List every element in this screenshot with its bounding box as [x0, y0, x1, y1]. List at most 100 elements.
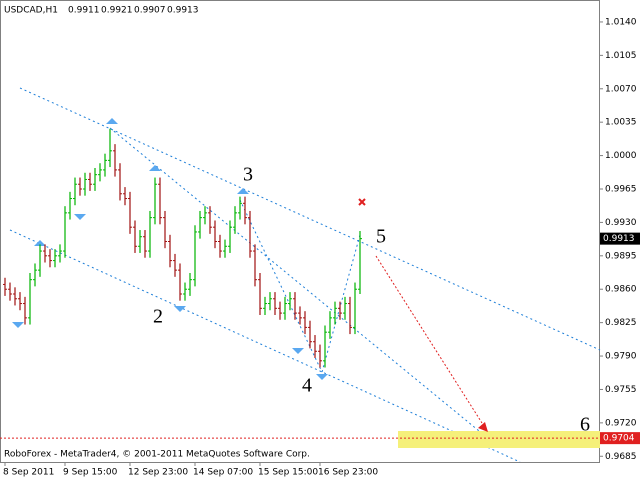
ohlc-bar: [208, 206, 212, 234]
fractal-down: [74, 214, 86, 220]
ohlc-bar: [213, 220, 217, 249]
ohlc-bar: [108, 128, 112, 168]
ohlc-bar: [113, 144, 117, 177]
ohlc-bar: [58, 244, 62, 263]
ohlc-bar: [93, 168, 97, 191]
ohlc-bar: [293, 292, 297, 320]
y-tick-label: 0.9895: [605, 251, 637, 261]
ohlc-bar: [233, 206, 237, 234]
symbol: USDCAD,H1: [4, 6, 58, 16]
x-tick-label: 8 Sep 2011: [3, 468, 54, 478]
ohlc-bar: [3, 277, 7, 296]
y-tick-label: 0.9755: [605, 385, 637, 395]
ohlc-bar: [88, 172, 92, 191]
ohlc-bar: [8, 282, 12, 301]
ohlc-bar: [103, 153, 107, 177]
target-zone: [398, 431, 600, 448]
ohlc-bar: [48, 249, 52, 268]
cross-mark: [358, 198, 366, 206]
wave-label: 4: [302, 375, 312, 397]
wave-line: [239, 199, 323, 373]
ohlc-bar: [258, 273, 262, 315]
ohlc-bar: [133, 220, 137, 253]
ohlc-bar: [68, 191, 72, 220]
fractal-up: [237, 188, 249, 194]
current-price-box: [600, 232, 640, 245]
ohlc-bar: [63, 206, 67, 258]
ohlc-bar: [348, 296, 352, 335]
ohlc-bar: [318, 344, 322, 368]
fractal-down: [12, 322, 24, 328]
ohlc-bar: [163, 210, 167, 249]
ohlc-bar: [323, 325, 327, 368]
x-tick-label: 15 Sep 15:00: [258, 468, 318, 478]
y-tick-label: 0.9965: [605, 185, 637, 195]
cross-stroke: [358, 198, 366, 206]
ohlc-bar: [18, 292, 22, 311]
ohlc-bar: [183, 282, 187, 301]
ohlc-bar: [188, 273, 192, 296]
ohlc-bar: [198, 210, 202, 239]
ohlc-bar: [168, 234, 172, 268]
ohlc-bar: [263, 296, 267, 315]
target-price-box: [600, 432, 640, 445]
fractal-down: [292, 348, 304, 354]
ohlc-bar: [248, 210, 252, 258]
ohlc-bar: [223, 239, 227, 258]
wave-line: [109, 127, 491, 441]
y-tick-label: 1.0000: [605, 151, 637, 161]
ohlc-bar: [278, 301, 282, 320]
quote-high: 0.9921: [101, 6, 133, 16]
x-tick-label: 14 Sep 07:00: [193, 468, 253, 478]
y-tick-label: 1.0105: [605, 51, 637, 61]
fractal-up: [34, 240, 46, 246]
ohlc-bar: [53, 249, 57, 268]
ohlc-bar: [33, 263, 37, 287]
ohlc-bar: [298, 306, 302, 325]
quote-low: 0.9907: [134, 6, 166, 16]
ohlc-bar: [273, 292, 277, 315]
ohlc-bar: [203, 206, 207, 225]
ohlc-bar: [218, 234, 222, 258]
ohlc-bar: [173, 253, 177, 277]
y-tick-label: 0.9930: [605, 218, 637, 228]
wave-label: 3: [243, 164, 253, 186]
ohlc-bar: [43, 244, 47, 263]
ohlc-bar: [138, 230, 142, 253]
fractal-down: [316, 374, 328, 380]
ohlc-bar: [338, 301, 342, 320]
y-tick-label: 1.0070: [605, 84, 637, 94]
ohlc-bar: [178, 263, 182, 301]
y-tick-label: 1.0140: [605, 17, 637, 27]
footer: RoboForex - MetaTrader4, © 2001-2011 Met…: [4, 450, 310, 460]
quote-open: 0.9911: [68, 6, 100, 16]
y-tick-label: 0.9685: [605, 452, 637, 462]
y-tick-label: 1.0035: [605, 118, 637, 128]
ohlc-bar: [128, 191, 132, 234]
ohlc-bar: [353, 282, 357, 335]
trend-lines: [9, 87, 601, 463]
ohlc-bar: [23, 296, 27, 325]
fractal-up: [106, 118, 118, 124]
y-tick-label: 0.9825: [605, 318, 637, 328]
ohlc-bar: [193, 225, 197, 287]
ohlc-bar: [158, 177, 162, 225]
wave-label: 6: [580, 414, 590, 436]
ohlc-bar: [328, 311, 332, 339]
y-tick-label: 0.9860: [605, 285, 637, 295]
ohlc-bar: [78, 177, 82, 196]
fractal-up: [149, 165, 161, 171]
quote-close: 0.9913: [167, 6, 199, 16]
ohlc-bar: [83, 172, 87, 196]
ohlc-bar: [243, 196, 247, 225]
ohlc-bar: [13, 287, 17, 306]
ohlc-bar: [283, 296, 287, 320]
y-tick-label: 0.9790: [605, 352, 637, 362]
plot-border: [0, 0, 600, 463]
ohlc-bar: [28, 273, 32, 325]
current-price-label: 0.9913: [603, 234, 635, 244]
forecast-arrow: [375, 255, 483, 424]
arrow-head: [478, 422, 488, 432]
